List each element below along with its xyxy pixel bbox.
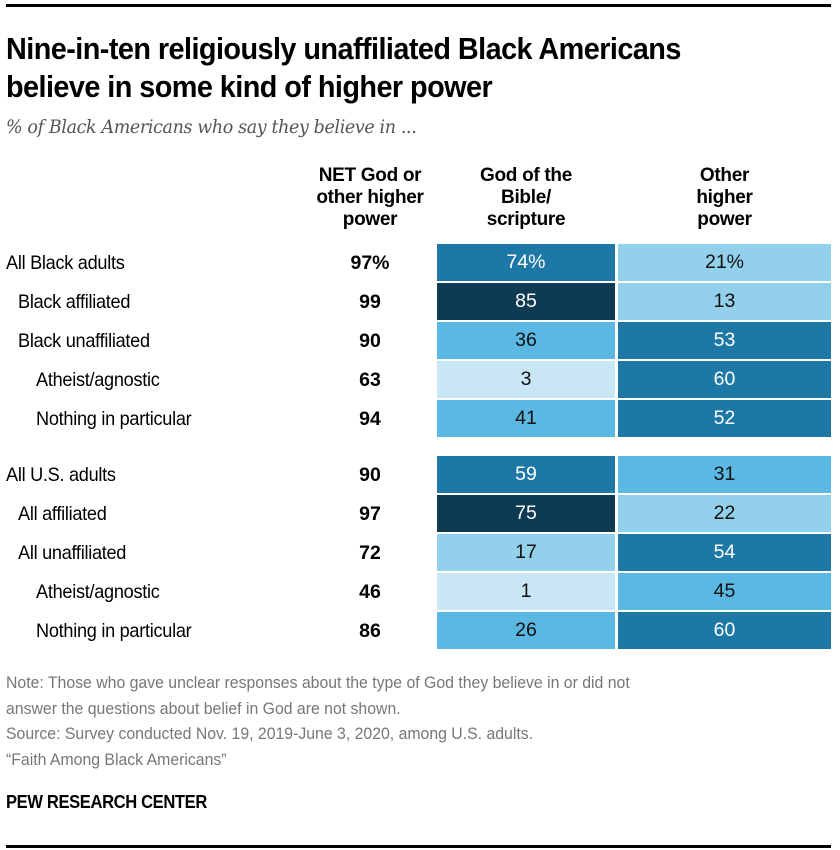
net-value: 94	[359, 408, 381, 430]
bible-cell: 74%	[437, 244, 615, 281]
other-cell: 13	[618, 283, 831, 320]
source-line: Source: Survey conducted Nov. 19, 2019-J…	[6, 724, 534, 743]
row-label: All U.S. adults	[6, 464, 116, 486]
header-line: power	[697, 209, 752, 230]
bottom-rule	[6, 845, 831, 848]
chart-title: Nine-in-ten religiously unaffiliated Bla…	[6, 30, 778, 106]
bible-cell: 75	[437, 495, 615, 532]
net-value: 99	[359, 291, 381, 313]
note-line: Note: Those who gave unclear responses a…	[6, 673, 630, 692]
net-value: 63	[359, 369, 381, 391]
header-line: Bible/	[501, 187, 551, 208]
header-line: Other	[699, 165, 750, 186]
header-line: higher	[696, 187, 753, 208]
other-cell: 60	[618, 612, 831, 649]
title-line-2: believe in some kind of higher power	[6, 69, 493, 104]
report-title-line: “Faith Among Black Americans”	[6, 749, 227, 769]
notes: Note: Those who gave unclear responses a…	[6, 670, 630, 772]
header-line: power	[342, 209, 398, 230]
bible-cell: 85	[437, 283, 615, 320]
bible-cell: 59	[437, 456, 615, 493]
bible-cell: 1	[437, 573, 615, 610]
other-cell: 22	[618, 495, 831, 532]
row-label: Black unaffiliated	[18, 330, 150, 352]
other-cell: 52	[618, 400, 831, 437]
pew-research-center-logo: PEW RESEARCH CENTER	[6, 792, 207, 812]
other-cell: 31	[618, 456, 831, 493]
row-label: All affiliated	[18, 503, 107, 525]
header-line: scripture	[486, 209, 566, 230]
net-value: 86	[359, 620, 381, 642]
row-label: Black affiliated	[18, 291, 131, 313]
net-value: 97	[359, 503, 381, 525]
column-header-other: Other higher power	[618, 165, 831, 231]
other-cell: 60	[618, 361, 831, 398]
bible-cell: 17	[437, 534, 615, 571]
net-value: 97%	[350, 252, 390, 274]
row-label: Atheist/agnostic	[36, 369, 160, 391]
column-header-bible: God of the Bible/ scripture	[437, 165, 615, 231]
row-label: Nothing in particular	[36, 620, 192, 642]
bible-cell: 41	[437, 400, 615, 437]
other-cell: 45	[618, 573, 831, 610]
bible-cell: 36	[437, 322, 615, 359]
net-value: 46	[359, 581, 381, 603]
row-label: Atheist/agnostic	[36, 581, 160, 603]
net-value: 90	[359, 330, 381, 352]
net-value: 72	[359, 542, 381, 564]
row-label: Nothing in particular	[36, 408, 192, 430]
column-header-net: NET God or other higher power	[290, 165, 450, 231]
bible-cell: 3	[437, 361, 615, 398]
note-line: answer the questions about belief in God…	[6, 698, 401, 718]
title-line-1: Nine-in-ten religiously unaffiliated Bla…	[6, 31, 681, 66]
other-cell: 21%	[618, 244, 831, 281]
chart-subtitle: % of Black Americans who say they believ…	[6, 116, 417, 138]
row-label: All unaffiliated	[18, 542, 127, 564]
row-label: All Black adults	[6, 252, 125, 274]
header-line: other higher	[316, 187, 424, 208]
top-rule	[6, 4, 831, 7]
other-cell: 54	[618, 534, 831, 571]
net-value: 90	[359, 464, 381, 486]
other-cell: 53	[618, 322, 831, 359]
header-line: God of the	[480, 165, 572, 186]
bible-cell: 26	[437, 612, 615, 649]
header-line: NET God or	[318, 165, 422, 186]
